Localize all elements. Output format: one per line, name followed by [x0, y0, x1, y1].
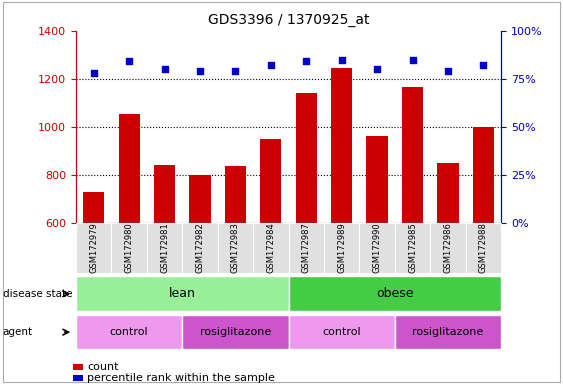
Point	[160, 66, 169, 72]
Text: control: control	[110, 327, 149, 337]
Point	[266, 62, 275, 68]
Point	[302, 58, 311, 65]
Point	[124, 58, 133, 65]
Text: GSM172981: GSM172981	[160, 222, 169, 273]
Text: rosiglitazone: rosiglitazone	[412, 327, 484, 337]
Bar	[437, 163, 458, 223]
Bar	[225, 166, 246, 223]
Text: control: control	[323, 327, 361, 337]
Text: GSM172990: GSM172990	[373, 222, 382, 273]
Title: GDS3396 / 1370925_at: GDS3396 / 1370925_at	[208, 13, 369, 27]
Point	[89, 70, 98, 76]
Bar	[83, 192, 104, 223]
Point	[337, 56, 346, 63]
Bar	[260, 139, 282, 223]
Text: percentile rank within the sample: percentile rank within the sample	[87, 373, 275, 383]
Point	[231, 68, 240, 74]
Point	[408, 56, 417, 63]
Point	[444, 68, 453, 74]
Text: GSM172984: GSM172984	[266, 222, 275, 273]
Text: obese: obese	[376, 287, 414, 300]
Text: GSM172988: GSM172988	[479, 222, 488, 273]
Text: GSM172985: GSM172985	[408, 222, 417, 273]
Text: rosiglitazone: rosiglitazone	[200, 327, 271, 337]
Text: GSM172989: GSM172989	[337, 222, 346, 273]
Point	[195, 68, 204, 74]
Point	[479, 62, 488, 68]
Text: agent: agent	[3, 327, 33, 337]
Bar	[402, 87, 423, 223]
Bar	[154, 165, 175, 223]
Text: GSM172979: GSM172979	[89, 222, 98, 273]
Bar	[473, 127, 494, 223]
Text: count: count	[87, 362, 119, 372]
Bar	[331, 68, 352, 223]
Bar	[296, 93, 317, 223]
Bar	[119, 114, 140, 223]
Text: lean: lean	[169, 287, 196, 300]
Bar	[367, 136, 388, 223]
Text: GSM172982: GSM172982	[195, 222, 204, 273]
Text: GSM172986: GSM172986	[444, 222, 453, 273]
Text: GSM172980: GSM172980	[124, 222, 133, 273]
Point	[373, 66, 382, 72]
Text: GSM172987: GSM172987	[302, 222, 311, 273]
Text: disease state: disease state	[3, 289, 72, 299]
Text: GSM172983: GSM172983	[231, 222, 240, 273]
Bar	[189, 175, 211, 223]
